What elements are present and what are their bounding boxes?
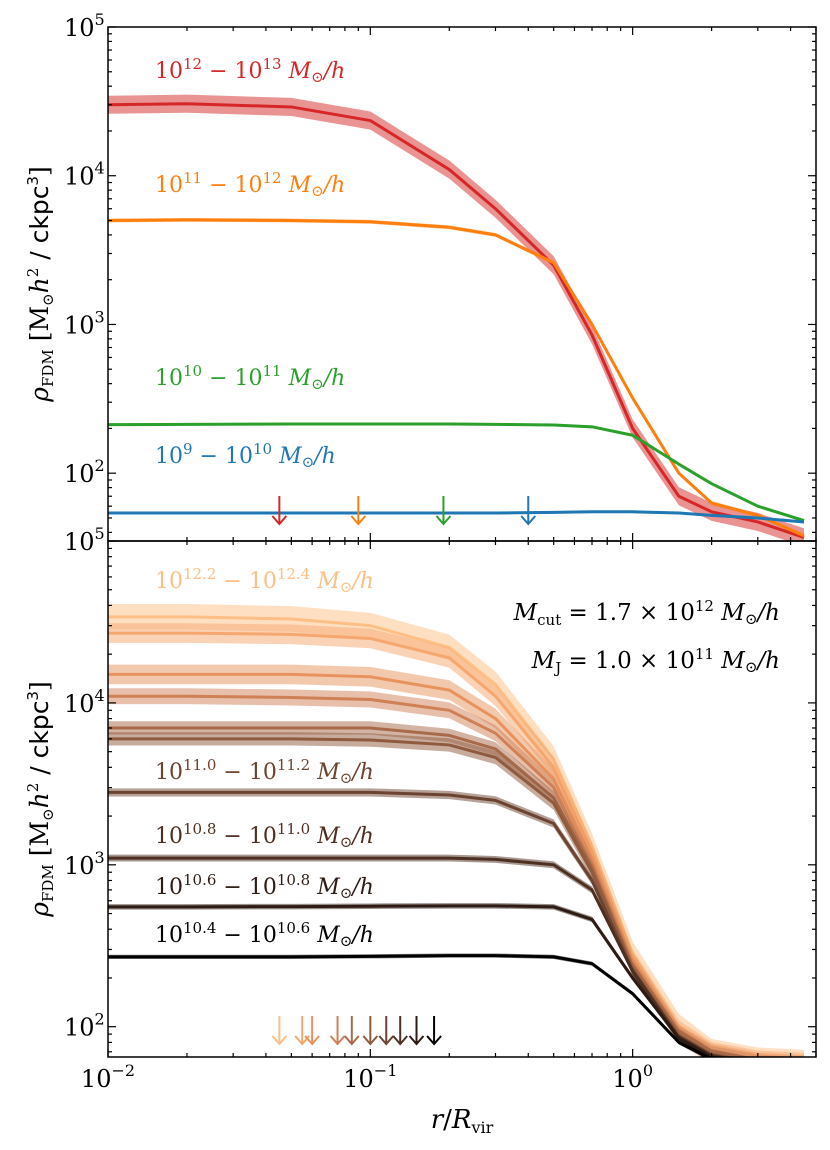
series-label: 1011.0 − 1011.2 M⊙/h <box>155 756 374 787</box>
core-radius-arrow <box>350 496 367 526</box>
plot-area <box>108 94 805 541</box>
y-tick-label: 105 <box>64 524 105 556</box>
core-radius-arrow <box>294 1016 310 1046</box>
axes-frame <box>107 540 817 1058</box>
core-radius-arrow <box>271 496 288 526</box>
top-panel: 1012 − 1013 M⊙/h 1011 − 1012 M⊙/h 1010 − 1… <box>24 10 817 542</box>
core-radius-arrow <box>378 1016 394 1046</box>
series-line <box>108 904 721 1057</box>
series-label: 1012 − 1013 M⊙/h <box>155 55 345 86</box>
core-radius-arrow <box>362 1016 379 1046</box>
core-radius-arrow <box>392 1016 408 1046</box>
series-line <box>108 510 805 524</box>
bottom-panel: 1012.2 − 1012.4 M⊙/h 1011.0 − 1011.2 M⊙/h… <box>24 524 817 1058</box>
core-radius-arrow <box>329 1016 346 1046</box>
series-label: 1010.6 − 1010.8 M⊙/h <box>155 871 374 902</box>
series-label: 109 − 1010 M⊙/h <box>155 440 336 471</box>
series-label: 1010.4 − 1010.6 M⊙/h <box>155 919 374 950</box>
series-band <box>108 732 752 1057</box>
series-line <box>108 422 805 523</box>
core-radius-arrow <box>520 496 537 526</box>
series-band <box>108 721 752 1057</box>
y-tick-label: 102 <box>64 1010 105 1042</box>
y-axis-label: ρFDM [M⊙h2 / ckpc3] <box>24 681 57 918</box>
series-line <box>108 790 721 1057</box>
x-tick-label: 100 <box>612 1061 653 1093</box>
series-line <box>108 726 725 1057</box>
core-radius-arrow <box>271 1016 288 1046</box>
y-tick-label: 105 <box>64 10 105 42</box>
core-radius-arrow <box>304 1016 320 1046</box>
y-tick-label: 104 <box>64 159 105 191</box>
series-line <box>108 737 725 1057</box>
x-tick-label: 10−2 <box>81 1061 135 1093</box>
y-tick-label: 103 <box>64 307 105 339</box>
core-radius-arrow <box>426 1016 442 1046</box>
series-label: 1012.2 − 1012.4 M⊙/h <box>155 565 374 596</box>
y-tick-label: 104 <box>64 686 105 718</box>
series-line <box>108 218 805 538</box>
series-label: 1010 − 1011 M⊙/h <box>155 362 345 393</box>
y-tick-label: 102 <box>64 456 105 488</box>
series-label: 1011 − 1012 M⊙/h <box>155 169 345 200</box>
series-label: 1010.8 − 1011.0 M⊙/h <box>155 820 374 851</box>
core-radius-arrow <box>408 1016 425 1046</box>
core-radius-arrow <box>344 1016 360 1046</box>
series-line <box>108 954 711 1057</box>
annotation-mcut: Mcut = 1.7 × 1012 M⊙/h <box>513 597 780 629</box>
series-band <box>108 94 804 541</box>
core-radius-arrow <box>435 496 452 526</box>
y-axis-label: ρFDM [M⊙h2 / ckpc3] <box>24 166 57 403</box>
series-line <box>108 856 721 1057</box>
y-tick-label: 103 <box>64 848 105 880</box>
x-axis-label: r/Rvir <box>431 1105 494 1137</box>
plot-area <box>108 604 804 1057</box>
annotation-mj: MJ = 1.0 × 1011 M⊙/h <box>531 645 780 677</box>
x-tick-label: 10−1 <box>343 1061 397 1093</box>
